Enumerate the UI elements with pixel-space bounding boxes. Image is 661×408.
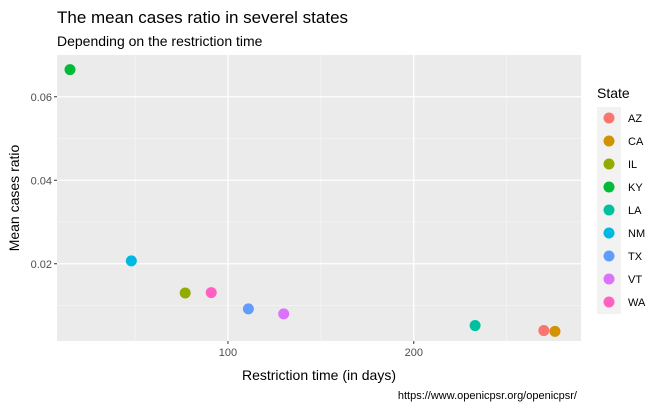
- legend-label-ca: CA: [628, 136, 644, 148]
- legend-key-az: [603, 112, 615, 124]
- plot-panel: [57, 55, 581, 341]
- point-ca: [549, 325, 561, 337]
- y-tick-label-2: 0.06: [31, 92, 52, 104]
- x-tick-label-0: 100: [219, 347, 237, 359]
- x-axis-title: Restriction time (in days): [242, 367, 396, 383]
- minor-gridlines: [57, 55, 581, 341]
- legend-label-az: AZ: [628, 113, 642, 125]
- legend-label-vt: VT: [628, 274, 642, 286]
- chart-title: The mean cases ratio in severel states: [57, 8, 348, 27]
- point-il: [179, 287, 191, 299]
- point-tx: [242, 303, 254, 315]
- legend-label-wa: WA: [628, 297, 646, 309]
- legend-key-ca: [603, 135, 615, 147]
- legend-label-ky: KY: [628, 182, 643, 194]
- chart-caption: https://www.openicpsr.org/openicpsr/: [398, 390, 578, 402]
- point-ky: [64, 64, 76, 76]
- legend-key-vt: [603, 273, 615, 285]
- legend-label-la: LA: [628, 205, 642, 217]
- legend-key-la: [603, 204, 615, 216]
- legend-key-nm: [603, 227, 615, 239]
- legend-label-il: IL: [628, 159, 637, 171]
- point-nm: [125, 255, 137, 267]
- legend-key-ky: [603, 181, 615, 193]
- y-axis-title: Mean cases ratio: [6, 144, 22, 251]
- y-axis-ticks: 0.02 0.04 0.06: [31, 92, 57, 271]
- y-tick-label-1: 0.04: [31, 175, 52, 187]
- point-wa: [205, 287, 217, 299]
- data-points: [64, 64, 561, 337]
- legend-key-tx: [603, 250, 615, 262]
- legend-key-wa: [603, 296, 615, 308]
- x-tick-label-1: 200: [405, 347, 423, 359]
- legend-label-tx: TX: [628, 251, 643, 263]
- point-vt: [278, 308, 290, 320]
- legend-label-nm: NM: [628, 228, 645, 240]
- legend-key-il: [603, 158, 615, 170]
- major-gridlines: [57, 55, 581, 341]
- x-axis-ticks: 100 200: [219, 341, 423, 359]
- point-az: [538, 325, 550, 337]
- y-tick-label-0: 0.02: [31, 259, 52, 271]
- point-la: [469, 320, 481, 332]
- legend-title: State: [597, 85, 630, 101]
- legend: State AZ CA IL KY LA NM TX VT WA: [597, 85, 646, 314]
- chart-subtitle: Depending on the restriction time: [57, 33, 263, 49]
